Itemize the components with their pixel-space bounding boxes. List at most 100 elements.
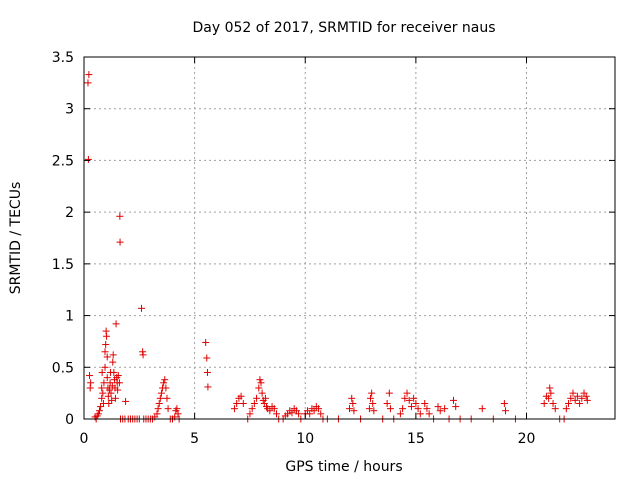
y-axis-label: SRMTID / TECUs — [8, 182, 24, 295]
data-point — [112, 320, 120, 328]
data-point — [436, 407, 444, 415]
data-points — [84, 71, 591, 423]
y-tick-label: 3 — [65, 102, 74, 118]
data-point — [350, 407, 358, 415]
data-point — [270, 405, 278, 413]
x-axis-label: GPS time / hours — [285, 459, 402, 475]
data-point — [423, 405, 431, 413]
data-point — [86, 384, 94, 392]
data-point — [571, 396, 579, 404]
axis-ticks — [83, 56, 615, 420]
data-point — [386, 405, 394, 413]
data-point — [257, 379, 265, 387]
data-point — [346, 405, 353, 413]
data-point — [248, 405, 256, 413]
data-point — [105, 399, 113, 407]
data-point — [258, 389, 266, 397]
data-point — [97, 403, 105, 411]
data-point — [203, 354, 211, 362]
data-point — [412, 399, 420, 407]
data-point — [367, 394, 375, 402]
data-point — [103, 374, 111, 382]
grid — [84, 57, 615, 419]
data-point — [203, 368, 211, 376]
data-point — [545, 394, 553, 402]
data-point — [370, 407, 378, 415]
data-point — [500, 399, 508, 407]
data-point — [578, 394, 586, 402]
data-point — [246, 410, 254, 418]
data-point — [407, 403, 415, 411]
data-point — [288, 409, 296, 417]
data-point — [405, 396, 413, 404]
data-point — [98, 368, 106, 376]
data-point — [255, 384, 263, 392]
data-point — [101, 348, 109, 356]
data-point — [156, 394, 164, 402]
data-point — [98, 384, 106, 392]
data-point — [116, 238, 124, 246]
data-point — [102, 341, 110, 349]
data-point — [567, 394, 575, 402]
data-point — [348, 394, 356, 402]
data-point — [478, 405, 486, 413]
data-point — [250, 399, 258, 407]
data-point — [573, 392, 581, 400]
data-point — [449, 396, 457, 404]
data-point — [295, 410, 303, 418]
data-point — [163, 394, 171, 402]
data-point — [204, 383, 212, 391]
data-point — [385, 389, 393, 397]
y-tick-label: 0 — [65, 412, 74, 428]
data-point — [582, 392, 590, 400]
data-point — [441, 405, 449, 413]
data-point — [202, 338, 210, 346]
data-point — [565, 399, 573, 407]
data-point — [401, 394, 409, 402]
data-point — [368, 389, 376, 397]
data-point — [109, 358, 117, 366]
plot-frame — [83, 56, 616, 420]
data-point — [256, 376, 264, 384]
data-point — [253, 394, 261, 402]
y-tick-label: 1 — [65, 309, 74, 325]
data-point — [164, 405, 172, 413]
data-point — [86, 372, 94, 380]
y-tick-label: 0.5 — [52, 360, 74, 376]
y-tick-label: 1.5 — [52, 257, 74, 273]
data-point — [161, 376, 169, 384]
data-point — [562, 405, 570, 413]
data-point — [84, 79, 92, 87]
data-point — [261, 394, 269, 402]
data-point — [315, 405, 323, 413]
data-point — [425, 410, 433, 418]
data-point — [230, 405, 238, 413]
data-point — [103, 332, 111, 340]
data-point — [100, 379, 108, 387]
data-point — [162, 384, 170, 392]
data-point — [109, 351, 117, 359]
data-point — [410, 394, 418, 402]
x-tick-label: 20 — [518, 431, 536, 447]
data-point — [157, 389, 165, 397]
data-point — [569, 389, 577, 397]
data-point — [114, 372, 122, 380]
data-point — [101, 363, 109, 371]
data-point — [434, 403, 442, 411]
data-point — [94, 410, 102, 418]
data-point — [365, 405, 373, 413]
chart-title: Day 052 of 2017, SRMTID for receiver nau… — [192, 20, 495, 36]
data-point — [122, 397, 130, 405]
data-point — [239, 399, 247, 407]
data-point — [551, 405, 559, 413]
data-point — [154, 405, 162, 413]
data-point — [173, 405, 181, 413]
data-point — [105, 386, 113, 394]
x-tick-label: 0 — [80, 431, 89, 447]
data-point — [110, 368, 118, 376]
data-point — [114, 386, 122, 394]
data-point — [452, 403, 460, 411]
data-point — [153, 410, 161, 418]
data-point — [160, 379, 168, 387]
data-point — [306, 410, 314, 418]
